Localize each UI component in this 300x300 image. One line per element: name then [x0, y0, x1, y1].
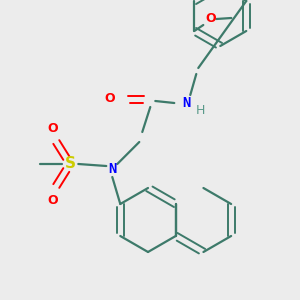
Text: S: S: [65, 157, 76, 172]
Text: O: O: [47, 122, 58, 134]
Text: N: N: [182, 96, 190, 110]
Text: H: H: [196, 104, 205, 118]
Text: O: O: [47, 194, 58, 206]
Text: N: N: [108, 162, 116, 176]
Text: O: O: [205, 13, 216, 26]
Text: O: O: [104, 92, 115, 106]
